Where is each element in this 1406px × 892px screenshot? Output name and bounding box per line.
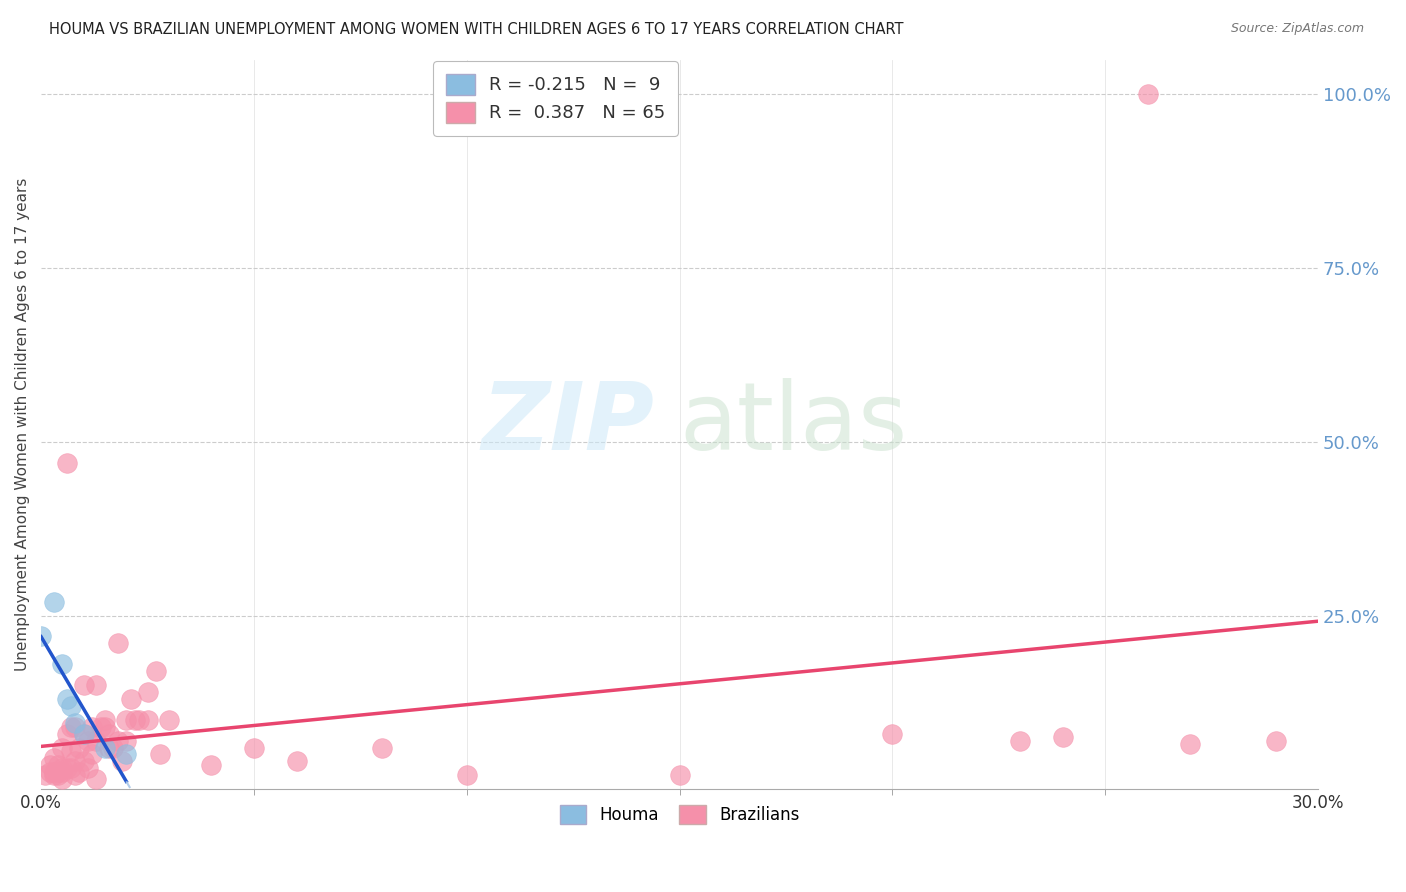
- Point: [46, 768, 69, 782]
- Point: [98, 740, 121, 755]
- Point: [67, 764, 90, 779]
- Point: [38, 764, 60, 779]
- Text: HOUMA VS BRAZILIAN UNEMPLOYMENT AMONG WOMEN WITH CHILDREN AGES 6 TO 17 YEARS COR: HOUMA VS BRAZILIAN UNEMPLOYMENT AMONG WO…: [49, 22, 904, 37]
- Point: [157, 713, 180, 727]
- Text: atlas: atlas: [679, 378, 908, 470]
- Point: [90, 720, 112, 734]
- Point: [103, 740, 125, 755]
- Point: [42, 751, 65, 765]
- Point: [1180, 737, 1202, 751]
- Point: [1052, 730, 1074, 744]
- Point: [59, 761, 82, 775]
- Point: [73, 755, 96, 769]
- Point: [59, 744, 82, 758]
- Point: [115, 747, 138, 762]
- Point: [370, 740, 392, 755]
- Point: [111, 755, 134, 769]
- Point: [107, 636, 129, 650]
- Point: [200, 758, 222, 772]
- Point: [77, 733, 100, 747]
- Point: [51, 772, 73, 786]
- Point: [63, 720, 86, 734]
- Point: [86, 733, 108, 747]
- Point: [456, 768, 478, 782]
- Point: [1136, 87, 1159, 102]
- Point: [1010, 733, 1032, 747]
- Point: [115, 733, 138, 747]
- Point: [34, 768, 56, 782]
- Point: [73, 726, 96, 740]
- Point: [145, 664, 167, 678]
- Point: [51, 764, 73, 779]
- Text: Source: ZipAtlas.com: Source: ZipAtlas.com: [1230, 22, 1364, 36]
- Point: [82, 747, 104, 762]
- Point: [136, 713, 159, 727]
- Point: [136, 685, 159, 699]
- Y-axis label: Unemployment Among Women with Children Ages 6 to 17 years: Unemployment Among Women with Children A…: [15, 178, 30, 671]
- Point: [882, 726, 904, 740]
- Point: [86, 678, 108, 692]
- Point: [86, 772, 108, 786]
- Point: [107, 733, 129, 747]
- Point: [285, 755, 308, 769]
- Point: [1264, 733, 1286, 747]
- Point: [30, 629, 52, 643]
- Point: [98, 726, 121, 740]
- Point: [42, 594, 65, 608]
- Point: [149, 747, 172, 762]
- Point: [42, 764, 65, 779]
- Point: [67, 740, 90, 755]
- Point: [51, 657, 73, 672]
- Point: [59, 698, 82, 713]
- Point: [82, 720, 104, 734]
- Point: [94, 720, 117, 734]
- Point: [243, 740, 266, 755]
- Point: [63, 716, 86, 731]
- Legend: Houma, Brazilians: Houma, Brazilians: [548, 793, 811, 836]
- Text: ZIP: ZIP: [481, 378, 654, 470]
- Point: [94, 713, 117, 727]
- Point: [51, 740, 73, 755]
- Point: [94, 740, 117, 755]
- Point: [55, 692, 77, 706]
- Point: [42, 768, 65, 782]
- Point: [73, 726, 96, 740]
- Point: [55, 456, 77, 470]
- Point: [51, 761, 73, 775]
- Point: [59, 720, 82, 734]
- Point: [124, 713, 146, 727]
- Point: [73, 678, 96, 692]
- Point: [55, 726, 77, 740]
- Point: [668, 768, 690, 782]
- Point: [128, 713, 150, 727]
- Point: [46, 758, 69, 772]
- Point: [46, 764, 69, 779]
- Point: [55, 761, 77, 775]
- Point: [77, 761, 100, 775]
- Point: [63, 755, 86, 769]
- Point: [38, 758, 60, 772]
- Point: [120, 692, 142, 706]
- Point: [115, 713, 138, 727]
- Point: [63, 768, 86, 782]
